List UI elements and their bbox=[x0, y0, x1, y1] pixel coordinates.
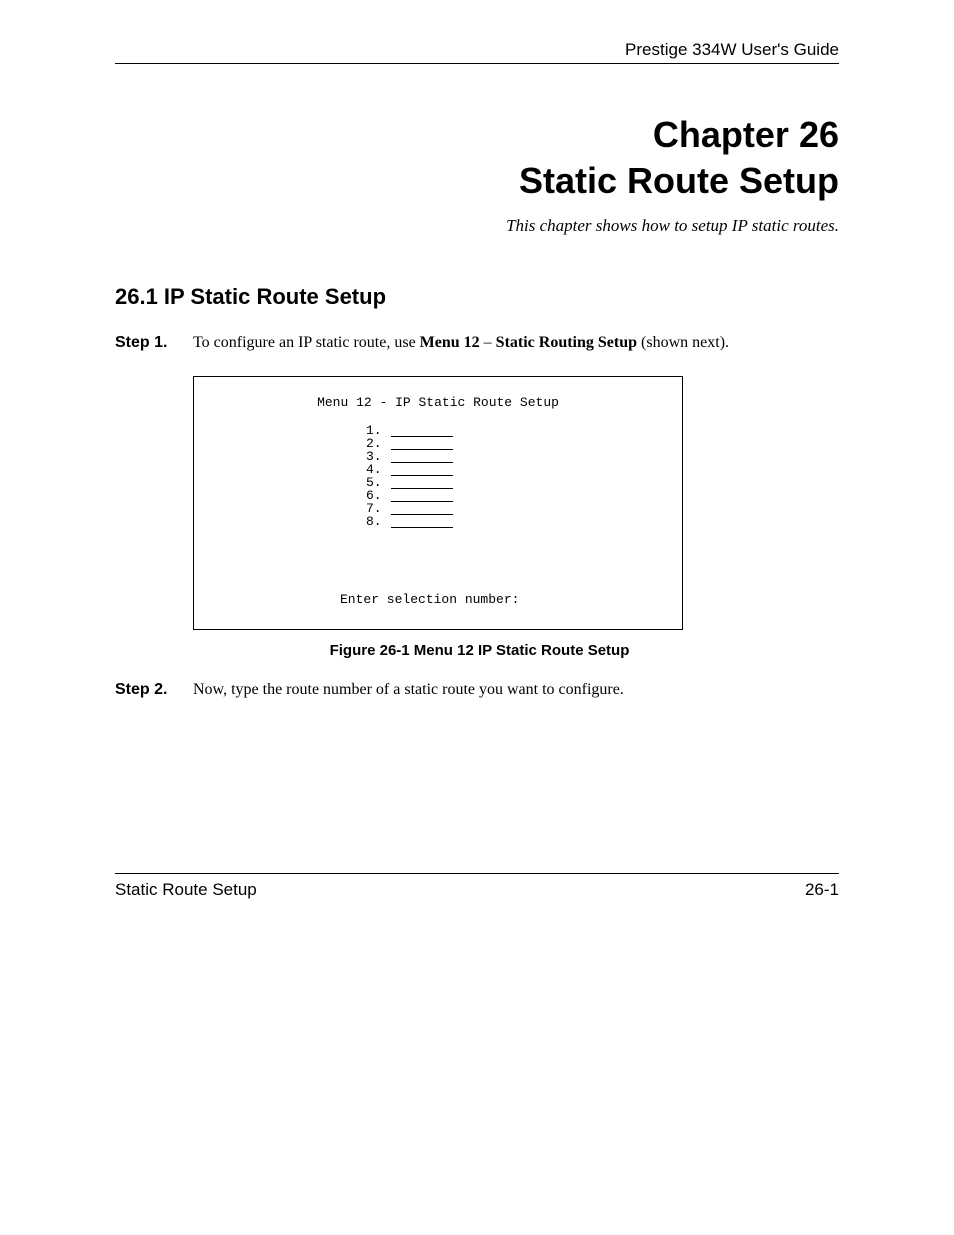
menu-box: Menu 12 - IP Static Route Setup 1. 2. 3.… bbox=[193, 376, 683, 630]
menu-item: 3. bbox=[366, 450, 662, 463]
step-2-label: Step 2. bbox=[115, 681, 193, 699]
menu-blank bbox=[391, 517, 453, 528]
chapter-title-block: Chapter 26 Static Route Setup bbox=[115, 114, 839, 202]
page-header: Prestige 334W User's Guide bbox=[115, 40, 839, 64]
chapter-number: Chapter 26 bbox=[115, 114, 839, 156]
header-guide-title: Prestige 334W User's Guide bbox=[115, 40, 839, 60]
step-1-bold1: Menu 12 bbox=[420, 334, 480, 351]
menu-item: 1. bbox=[366, 424, 662, 437]
page-footer: Static Route Setup 26-1 bbox=[115, 873, 839, 900]
step-1-text: To configure an IP static route, use Men… bbox=[193, 334, 729, 352]
menu-blank bbox=[391, 478, 453, 489]
step-2-text: Now, type the route number of a static r… bbox=[193, 681, 624, 699]
menu-blank bbox=[391, 491, 453, 502]
menu-blank bbox=[391, 426, 453, 437]
menu-blank bbox=[391, 452, 453, 463]
menu-item: 5. bbox=[366, 476, 662, 489]
step-1-suffix: (shown next). bbox=[637, 334, 729, 351]
step-1-mid: – bbox=[480, 334, 496, 351]
step-1: Step 1. To configure an IP static route,… bbox=[115, 334, 839, 352]
footer-right: 26-1 bbox=[805, 880, 839, 900]
menu-item: 2. bbox=[366, 437, 662, 450]
chapter-subtitle: This chapter shows how to setup IP stati… bbox=[115, 216, 839, 236]
footer-left: Static Route Setup bbox=[115, 880, 257, 900]
chapter-name: Static Route Setup bbox=[115, 160, 839, 202]
menu-item: 8. bbox=[366, 515, 662, 528]
step-1-bold2: Static Routing Setup bbox=[496, 334, 637, 351]
menu-list: 1. 2. 3. 4. 5. 6. 7. 8. bbox=[366, 424, 662, 528]
menu-blank bbox=[391, 504, 453, 515]
figure-caption: Figure 26-1 Menu 12 IP Static Route Setu… bbox=[120, 642, 839, 659]
menu-blank bbox=[391, 439, 453, 450]
section-heading: 26.1 IP Static Route Setup bbox=[115, 284, 839, 310]
menu-blank bbox=[391, 465, 453, 476]
step-1-label: Step 1. bbox=[115, 334, 193, 352]
menu-item: 4. bbox=[366, 463, 662, 476]
step-2: Step 2. Now, type the route number of a … bbox=[115, 681, 839, 699]
menu-prompt: Enter selection number: bbox=[340, 592, 662, 607]
menu-item: 6. bbox=[366, 489, 662, 502]
menu-item-num: 8. bbox=[366, 514, 382, 529]
menu-item: 7. bbox=[366, 502, 662, 515]
menu-title: Menu 12 - IP Static Route Setup bbox=[214, 395, 662, 410]
step-1-prefix: To configure an IP static route, use bbox=[193, 334, 420, 351]
